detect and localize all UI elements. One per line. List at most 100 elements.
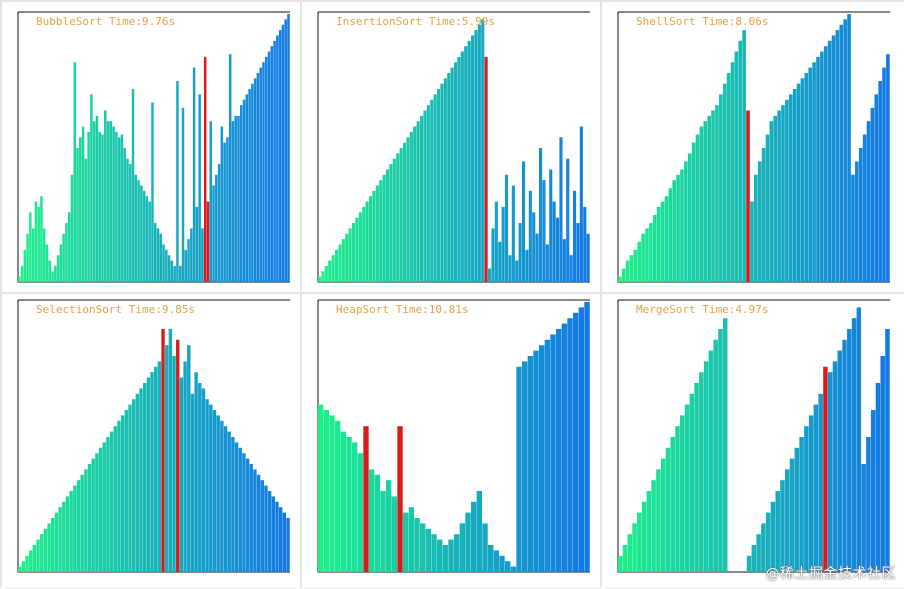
bubble-bar [134, 174, 138, 282]
insertion-bar [345, 233, 349, 282]
merge-bar [856, 307, 862, 572]
heap-bar [505, 561, 511, 572]
shell-bar [629, 255, 634, 282]
merge-bar [847, 329, 852, 572]
shell-bar [827, 40, 832, 282]
bubble-bar [240, 105, 243, 283]
bubble-bar [76, 148, 79, 282]
shell-bar [831, 35, 836, 282]
bubble-bar [276, 35, 279, 282]
heap-bar [578, 307, 585, 572]
selection-bar [216, 415, 220, 572]
insertion-bar [528, 190, 532, 282]
bubble-chart: BubbleSort Time:9.76s [17, 11, 290, 283]
insertion-bar [545, 244, 549, 282]
heap-bar [448, 539, 454, 572]
heap-bar [522, 361, 528, 572]
insertion-bar [420, 115, 424, 282]
merge-bar [875, 383, 881, 572]
insertion-bar [559, 137, 563, 282]
merge-bar [627, 534, 633, 572]
merge-bar [680, 415, 685, 572]
heap-highlight-bar [397, 426, 403, 572]
bubble-bar [20, 265, 24, 282]
merge-bar [618, 555, 623, 572]
shell-bar [823, 46, 828, 282]
shell-bar [754, 174, 758, 282]
insertion-bar [389, 164, 393, 282]
heap-bar [561, 323, 568, 572]
selection-bar [256, 474, 261, 572]
selection-bar [275, 501, 279, 572]
bubble-bar [65, 223, 68, 282]
shell-bar [882, 67, 886, 282]
shell-chart: ShellSort Time:8.06s [617, 11, 890, 283]
selection-bar [249, 464, 253, 572]
bubble-bar [142, 190, 146, 282]
bubble-bar [256, 72, 260, 283]
insertion-bar [535, 233, 539, 282]
insertion-bar [426, 105, 430, 283]
bubble-bar [123, 148, 126, 282]
selection-bar [154, 366, 158, 572]
selection-bar [40, 534, 44, 572]
merge-bar [670, 437, 675, 572]
selection-bar [36, 539, 40, 572]
selection-bar [267, 491, 272, 572]
shell-bar [668, 188, 673, 282]
bubble-bar [112, 126, 115, 282]
selection-bar [260, 480, 264, 572]
merge-bar [775, 491, 780, 572]
merge-bar [813, 404, 819, 572]
insertion-bar [362, 206, 366, 282]
selection-bar [264, 485, 268, 572]
shell-bar [660, 201, 665, 282]
heap-highlight-bar [363, 426, 369, 572]
selection-bar [146, 377, 151, 572]
selection-bar [245, 458, 250, 572]
merge-bar [684, 404, 690, 572]
heap-bar [556, 329, 562, 572]
merge-bar [804, 426, 809, 572]
heap-bar [408, 507, 415, 572]
insertion-bar [443, 78, 447, 282]
shell-bar [874, 94, 879, 283]
insertion-bar [375, 185, 379, 282]
selection-bar [282, 512, 287, 572]
insertion-bar [328, 260, 332, 282]
shell-bar [781, 105, 785, 283]
insertion-bar [457, 56, 461, 282]
insertion-bar [352, 223, 356, 282]
bubble-title: BubbleSort Time:9.76s [36, 15, 175, 28]
shell-bar [722, 83, 727, 283]
shell-bar [645, 228, 649, 282]
insertion-bar [399, 148, 403, 282]
merge-bar [808, 415, 814, 572]
bubble-bar [273, 40, 276, 282]
selection-bar [278, 507, 283, 572]
bubble-bar [162, 244, 165, 282]
bubble-bar [201, 228, 204, 282]
shell-bar [719, 94, 723, 283]
bubble-bar [51, 271, 54, 282]
bubble-bar [184, 249, 188, 282]
merge-bar [765, 512, 771, 572]
bubble-bar [226, 137, 229, 282]
merge-bar [722, 318, 728, 572]
heap-bar [567, 318, 573, 572]
shell-bar [687, 153, 692, 282]
bubble-bar [81, 126, 85, 282]
insertion-bar [471, 35, 475, 282]
shell-bar [625, 260, 630, 282]
insertion-bar [454, 62, 458, 282]
bubble-bar [284, 19, 287, 283]
shell-bar [878, 81, 882, 282]
selection-bar [95, 453, 99, 572]
insertion-bar [569, 255, 573, 282]
insertion-bar [358, 212, 362, 282]
heap-bar [550, 334, 556, 572]
bubble-bar [23, 249, 27, 282]
insertion-bar [566, 158, 570, 282]
bubble-bar [115, 131, 118, 282]
insertion-bar [505, 174, 509, 282]
